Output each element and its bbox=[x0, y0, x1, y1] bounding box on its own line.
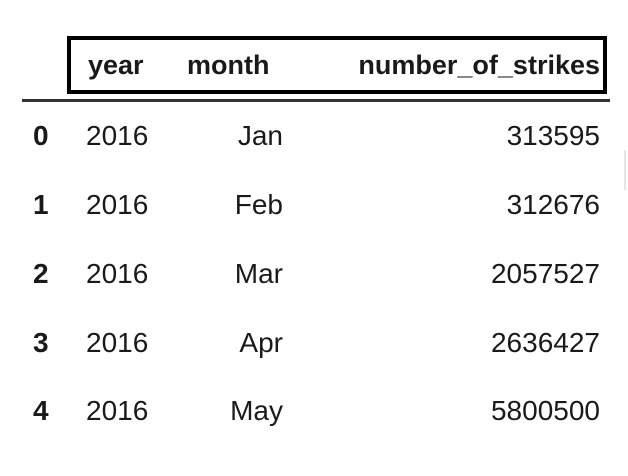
cell-year: 2016 bbox=[86, 189, 149, 220]
cell-month: Mar bbox=[234, 258, 283, 289]
cell-number-of-strikes: 2636427 bbox=[490, 327, 600, 358]
cell-year: 2016 bbox=[86, 120, 149, 151]
header-highlight-box bbox=[67, 36, 607, 94]
row-index: 3 bbox=[33, 327, 49, 358]
cell-year: 2016 bbox=[86, 395, 149, 426]
row-index: 4 bbox=[33, 395, 49, 426]
cell-year: 2016 bbox=[86, 327, 149, 358]
column-header-number-of-strikes: number_of_strikes bbox=[358, 50, 600, 80]
cell-month: Feb bbox=[234, 189, 283, 220]
header-divider bbox=[22, 99, 610, 102]
row-index: 2 bbox=[33, 258, 49, 289]
column-header-year: year bbox=[88, 50, 144, 80]
cell-year: 2016 bbox=[86, 258, 149, 289]
table-row: 0 2016 Jan 313595 bbox=[0, 111, 628, 161]
edge-artifact bbox=[624, 150, 626, 190]
table-row: 2 2016 Mar 2057527 bbox=[0, 249, 628, 299]
table-row: 3 2016 Apr 2636427 bbox=[0, 318, 628, 368]
table-row: 1 2016 Feb 312676 bbox=[0, 180, 628, 230]
cell-number-of-strikes: 313595 bbox=[506, 120, 600, 151]
row-index: 0 bbox=[33, 120, 49, 151]
cell-number-of-strikes: 5800500 bbox=[490, 395, 600, 426]
cell-month: Jan bbox=[237, 120, 283, 151]
cell-number-of-strikes: 312676 bbox=[506, 189, 600, 220]
cell-number-of-strikes: 2057527 bbox=[490, 258, 600, 289]
table-row: 4 2016 May 5800500 bbox=[0, 386, 628, 436]
column-header-month: month bbox=[187, 50, 270, 80]
row-index: 1 bbox=[33, 189, 49, 220]
cell-month: Apr bbox=[239, 327, 283, 358]
cell-month: May bbox=[230, 395, 283, 426]
